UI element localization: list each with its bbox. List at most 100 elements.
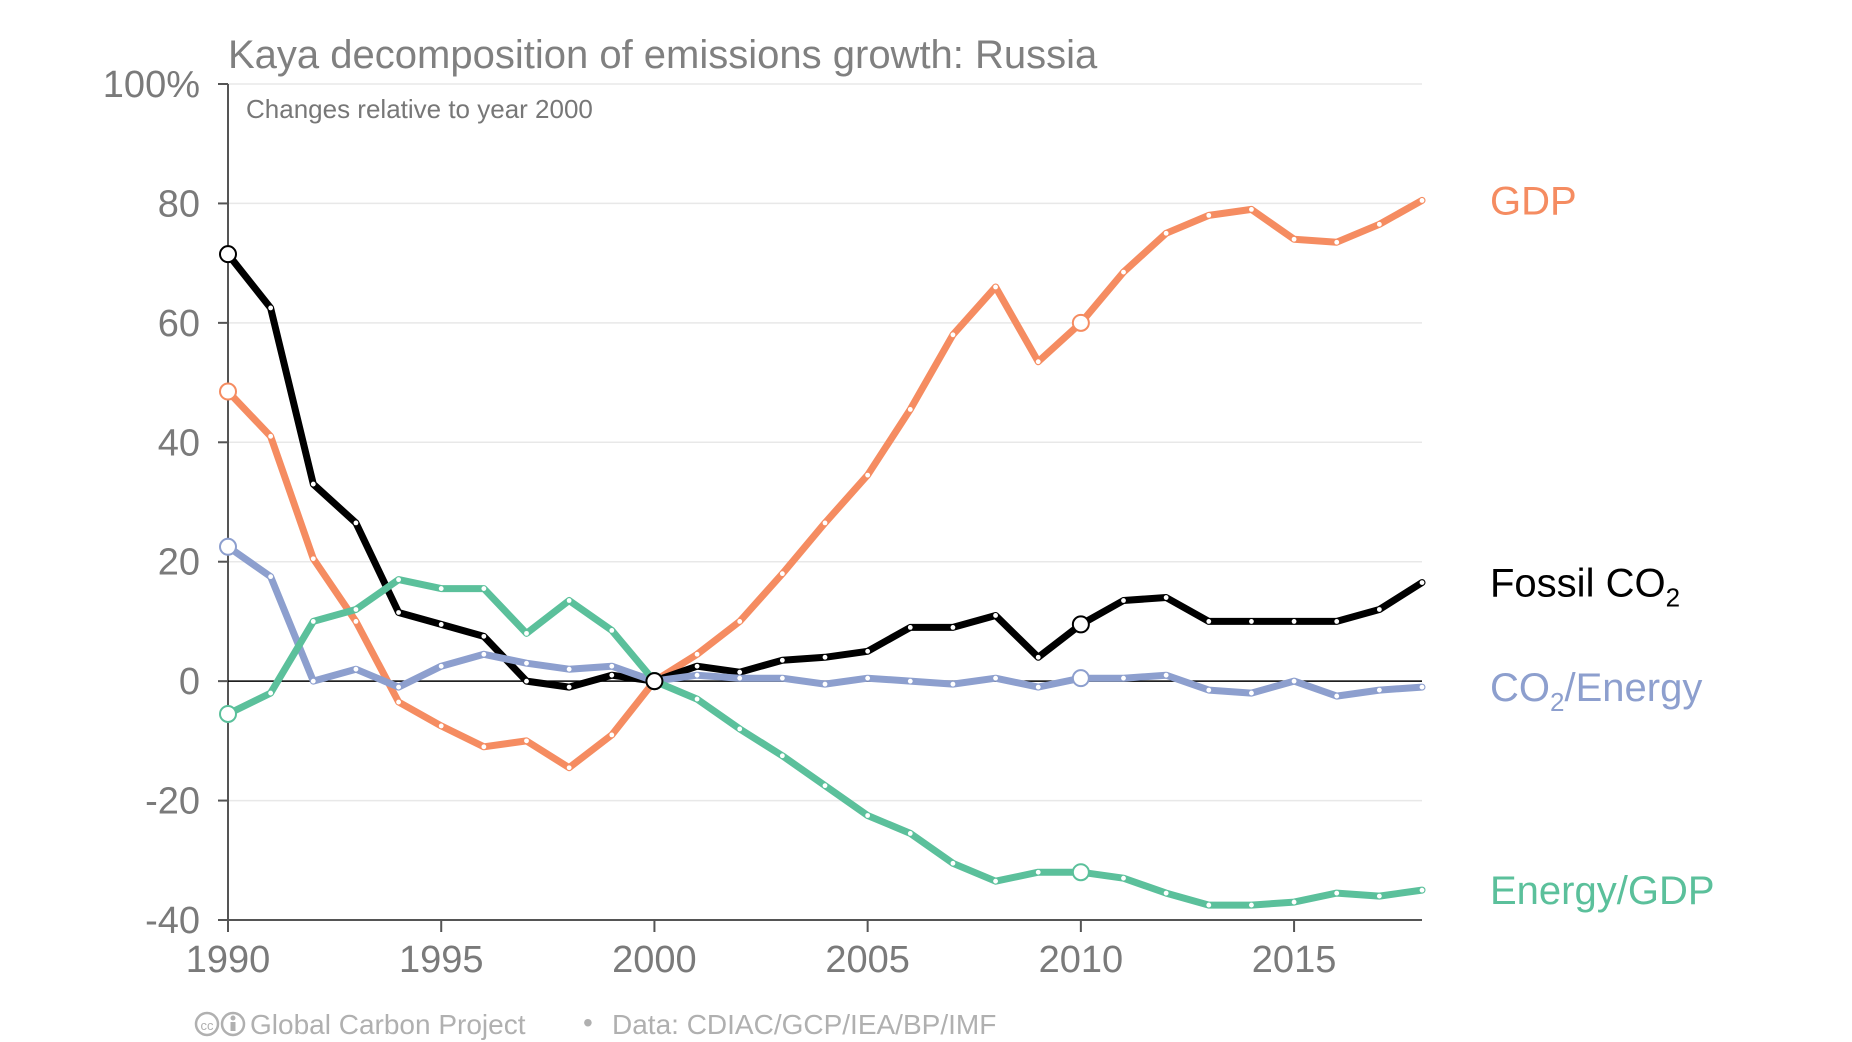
footer-data: Data: CDIAC/GCP/IEA/BP/IMF [612,1009,996,1040]
data-point [865,648,871,654]
data-point [1163,890,1169,896]
data-point [481,633,487,639]
data-point [737,675,743,681]
data-point [694,663,700,669]
data-point [268,690,274,696]
data-point [1376,221,1382,227]
data-point [609,663,615,669]
data-point [1376,687,1382,693]
data-point [1419,198,1425,203]
data-point [353,607,359,612]
data-point [524,630,529,636]
creative-commons-icon: cc [194,1011,246,1037]
data-point [993,284,998,290]
data-point [438,663,444,669]
data-point [396,699,401,705]
series-3 [219,576,1426,909]
data-point [481,651,487,657]
data-point [268,433,274,439]
data-point [694,696,700,702]
data-point [822,681,828,687]
data-point [1249,619,1254,624]
y-tick-label: 20 [158,542,200,584]
data-point [524,660,529,666]
data-point [1249,902,1254,908]
data-point [353,666,359,672]
data-point [310,619,316,624]
data-point [481,744,487,750]
data-point [993,878,998,884]
y-tick-label: 100% [103,64,200,106]
data-point-highlight [1071,863,1090,882]
legend-label: Energy/GDP [1490,869,1715,913]
data-point [438,622,444,627]
x-tick-label: 2015 [1252,939,1337,981]
y-tick-label: -20 [145,781,200,823]
reference-point-2000 [645,672,664,691]
y-tick-label: 0 [179,661,200,703]
data-point [438,586,444,591]
data-point [609,672,615,678]
data-point [566,666,572,672]
data-point [1249,690,1254,696]
y-tick-labels: 100% 80 60 40 20 0 -20 -40 [103,64,200,942]
data-point [1121,269,1126,275]
data-point [396,577,401,583]
data-point [1035,359,1041,365]
data-point [1291,236,1297,242]
data-point [822,783,828,789]
data-point [1291,899,1297,905]
series-line [224,250,1426,691]
data-point [1334,619,1340,624]
data-point-highlight [1071,313,1090,332]
x-tick-label: 2000 [612,939,697,981]
legend-label: GDP [1490,179,1577,223]
data-point [737,726,743,732]
data-point [1035,869,1041,875]
data-point [1163,672,1169,678]
data-point [907,625,913,630]
data-point [950,681,956,687]
legend-label: Fossil CO2 [1490,562,1680,613]
data-point [1419,887,1425,893]
data-point [481,586,487,591]
data-point [268,305,274,311]
data-point [907,831,913,836]
svg-text:cc: cc [201,1018,215,1033]
y-tick-label: 80 [158,183,200,225]
data-point [950,332,956,338]
x-tick-label: 2010 [1039,939,1124,981]
data-point [1035,654,1041,660]
data-point [1206,902,1212,908]
x-tick-labels: 1990 1995 2000 2005 2010 2015 [186,939,1337,981]
data-point [353,520,359,526]
data-point [993,675,998,681]
y-tick-label: 40 [158,422,200,464]
legend-label: CO2/Energy [1490,666,1702,717]
data-point [1419,684,1425,690]
series-line [224,576,1426,909]
series-2 [219,537,1426,700]
data-point [1334,890,1340,896]
data-point [396,610,401,615]
data-point [609,627,615,633]
data-point [779,657,785,663]
data-point [779,753,785,759]
data-point [310,678,316,684]
data-point [268,574,274,580]
series-1 [219,245,1426,691]
footer-source: Global Carbon Project [250,1009,526,1040]
data-point [1163,230,1169,236]
data-point [1206,619,1212,624]
series-lines [219,196,1426,909]
data-point [353,619,359,624]
data-point [566,598,572,603]
data-point [822,654,828,660]
data-point [1291,678,1297,684]
data-point-highlight [219,704,237,723]
data-point [694,651,700,657]
x-tick-label: 1990 [186,939,271,981]
data-point [524,678,529,684]
data-point [865,472,871,478]
data-point [694,672,700,678]
